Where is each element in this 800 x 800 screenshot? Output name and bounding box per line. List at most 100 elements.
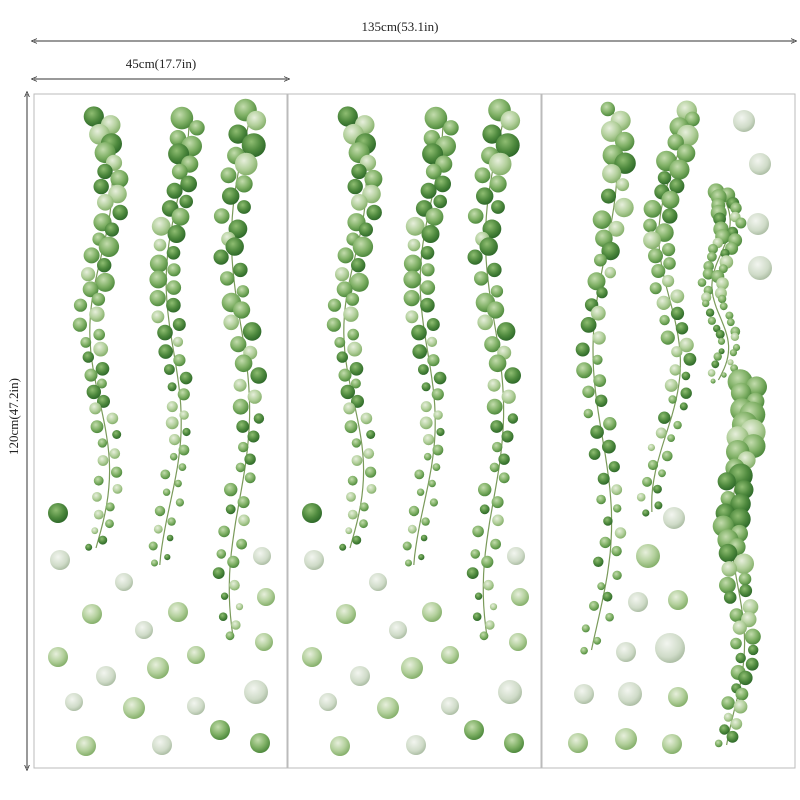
leaf	[669, 178, 685, 194]
leaf	[673, 420, 682, 430]
leaf	[174, 479, 182, 488]
leaf	[707, 251, 717, 262]
leaf	[658, 469, 666, 478]
leaf	[651, 264, 666, 278]
leaf	[216, 549, 227, 559]
leaf	[234, 354, 253, 373]
dot	[147, 657, 169, 679]
leaf	[723, 712, 733, 722]
dot	[668, 590, 688, 610]
leaf	[169, 434, 181, 446]
leaf	[363, 448, 375, 459]
leaf	[707, 316, 717, 325]
leaf	[717, 337, 726, 345]
leaf	[466, 567, 479, 579]
leaf	[170, 106, 194, 130]
leaf	[500, 110, 521, 131]
leaf	[488, 152, 512, 176]
leaf	[85, 543, 93, 551]
leaf	[487, 262, 502, 278]
leaf	[229, 579, 240, 591]
leaf	[433, 410, 443, 420]
leaf	[418, 364, 429, 375]
leaf	[233, 378, 247, 392]
leaf	[733, 699, 748, 714]
leaf	[733, 553, 754, 574]
leaf	[148, 541, 158, 551]
leaf	[615, 131, 635, 152]
leaf	[661, 190, 680, 209]
leaf	[592, 354, 603, 365]
leaf	[247, 389, 262, 404]
leaf	[412, 344, 428, 359]
panel-1-vines	[48, 98, 275, 756]
leaf	[167, 382, 177, 392]
leaf	[593, 636, 602, 645]
leaf	[349, 272, 369, 292]
leaf	[338, 368, 352, 382]
leaf	[654, 501, 663, 510]
leaf	[351, 194, 368, 211]
leaf	[495, 133, 520, 158]
leaf	[726, 730, 739, 743]
leaf	[72, 317, 87, 332]
leaf	[730, 382, 752, 404]
dot	[509, 633, 527, 651]
leaf	[590, 305, 606, 321]
leaf	[86, 384, 102, 400]
dot	[48, 647, 68, 667]
leaf	[225, 631, 235, 641]
leaf	[662, 243, 676, 257]
dot	[135, 621, 153, 639]
leaf	[443, 120, 459, 136]
leaf	[725, 311, 734, 320]
leaf	[403, 290, 420, 307]
dot	[616, 642, 636, 662]
leaf	[501, 389, 516, 404]
leaf	[154, 505, 166, 517]
dot	[302, 647, 322, 667]
leaf	[590, 425, 604, 439]
leaf	[667, 434, 675, 442]
leaf	[149, 254, 168, 273]
leaf	[482, 124, 502, 144]
leaf	[603, 417, 617, 431]
leaf	[220, 271, 235, 286]
leaf	[97, 438, 108, 448]
dot	[733, 110, 755, 132]
leaf	[647, 459, 659, 471]
leaf	[713, 352, 722, 361]
leaf	[178, 444, 190, 456]
leaf	[233, 301, 251, 319]
leaf	[180, 175, 197, 193]
dot	[568, 733, 588, 753]
leaf	[95, 272, 115, 292]
leaf	[707, 369, 716, 377]
leaf	[484, 336, 501, 353]
dot	[304, 550, 324, 570]
leaf	[97, 163, 113, 180]
leaf	[96, 378, 107, 389]
leaf	[467, 249, 483, 265]
leaf	[242, 322, 262, 341]
leaf	[81, 267, 96, 282]
leaf	[351, 438, 362, 448]
dot	[76, 736, 96, 756]
dot	[255, 633, 273, 651]
leaf	[702, 268, 715, 280]
leaf	[350, 378, 361, 389]
leaf	[244, 472, 256, 484]
leaf	[177, 388, 190, 401]
dot	[123, 697, 145, 719]
leaf	[467, 208, 484, 224]
leaf	[349, 362, 364, 376]
leaf	[735, 652, 746, 664]
leaf	[171, 163, 188, 180]
leaf	[89, 402, 102, 415]
leaf	[149, 270, 168, 289]
leaf	[642, 509, 650, 517]
leaf	[487, 378, 501, 392]
leaf	[359, 502, 369, 512]
leaf	[352, 535, 362, 545]
leaf	[359, 519, 368, 529]
